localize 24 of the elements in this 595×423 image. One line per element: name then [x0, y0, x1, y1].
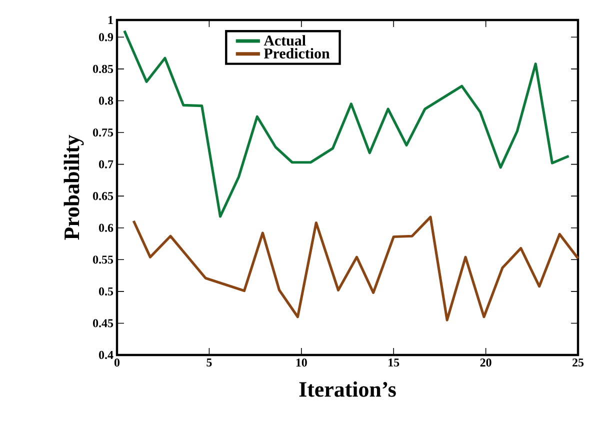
y-tick-label: 0.55 [93, 256, 114, 264]
x-tick-label: 10 [296, 358, 307, 367]
line-series [123, 30, 570, 218]
x-axis-title: Iteration’s [299, 381, 396, 397]
x-tick-label: 15 [388, 358, 400, 367]
y-tick-label: 0.7 [98, 160, 114, 168]
y-tick-label: 0.9 [98, 33, 114, 42]
y-tick-label: 0.75 [93, 128, 114, 137]
y-tick-label: 0.5 [98, 287, 114, 296]
y-tick-label: 1 [108, 16, 113, 24]
y-tick-label: 0.65 [93, 192, 114, 200]
x-tick-label: 0 [114, 358, 120, 367]
line-series [132, 216, 580, 322]
y-tick-label: 0.8 [98, 96, 114, 105]
y-axis-title: Probability [64, 134, 84, 240]
y-tick-label: 0.6 [98, 224, 114, 232]
y-tick-label: 0.45 [93, 319, 114, 328]
legend-label: Prediction [264, 48, 330, 58]
x-tick-label: 5 [206, 358, 212, 366]
x-tick-label: 20 [480, 358, 492, 367]
legend-label: Actual [264, 35, 306, 46]
x-tick-label: 25 [572, 358, 584, 367]
y-tick-label: 0.85 [93, 64, 114, 74]
y-tick-label: 0.4 [98, 350, 114, 360]
